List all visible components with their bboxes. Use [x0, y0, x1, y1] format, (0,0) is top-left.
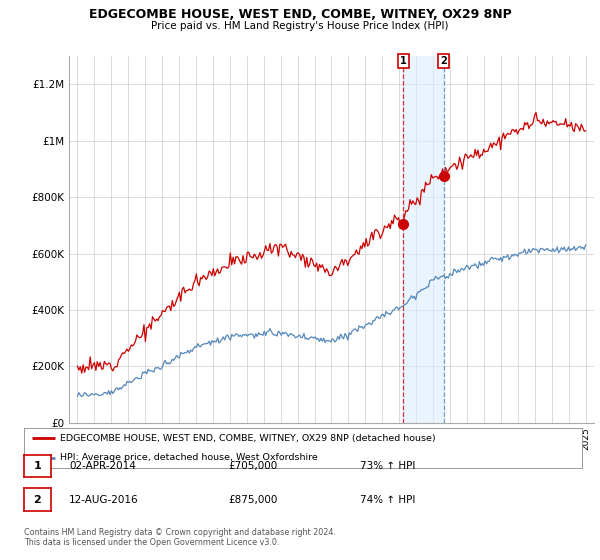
- Text: £705,000: £705,000: [228, 461, 277, 471]
- Text: 2: 2: [440, 56, 447, 66]
- Text: 73% ↑ HPI: 73% ↑ HPI: [360, 461, 415, 471]
- Text: Price paid vs. HM Land Registry's House Price Index (HPI): Price paid vs. HM Land Registry's House …: [151, 21, 449, 31]
- Text: 1: 1: [400, 56, 407, 66]
- Text: Contains HM Land Registry data © Crown copyright and database right 2024.
This d: Contains HM Land Registry data © Crown c…: [24, 528, 336, 547]
- Text: HPI: Average price, detached house, West Oxfordshire: HPI: Average price, detached house, West…: [60, 453, 318, 463]
- Text: £875,000: £875,000: [228, 494, 277, 505]
- Text: EDGECOMBE HOUSE, WEST END, COMBE, WITNEY, OX29 8NP (detached house): EDGECOMBE HOUSE, WEST END, COMBE, WITNEY…: [60, 433, 436, 443]
- Bar: [403, 56, 443, 423]
- Text: 12-AUG-2016: 12-AUG-2016: [69, 494, 139, 505]
- Text: 02-APR-2014: 02-APR-2014: [69, 461, 136, 471]
- Text: 2: 2: [34, 494, 41, 505]
- Text: 1: 1: [34, 461, 41, 471]
- Text: 74% ↑ HPI: 74% ↑ HPI: [360, 494, 415, 505]
- Text: EDGECOMBE HOUSE, WEST END, COMBE, WITNEY, OX29 8NP: EDGECOMBE HOUSE, WEST END, COMBE, WITNEY…: [89, 8, 511, 21]
